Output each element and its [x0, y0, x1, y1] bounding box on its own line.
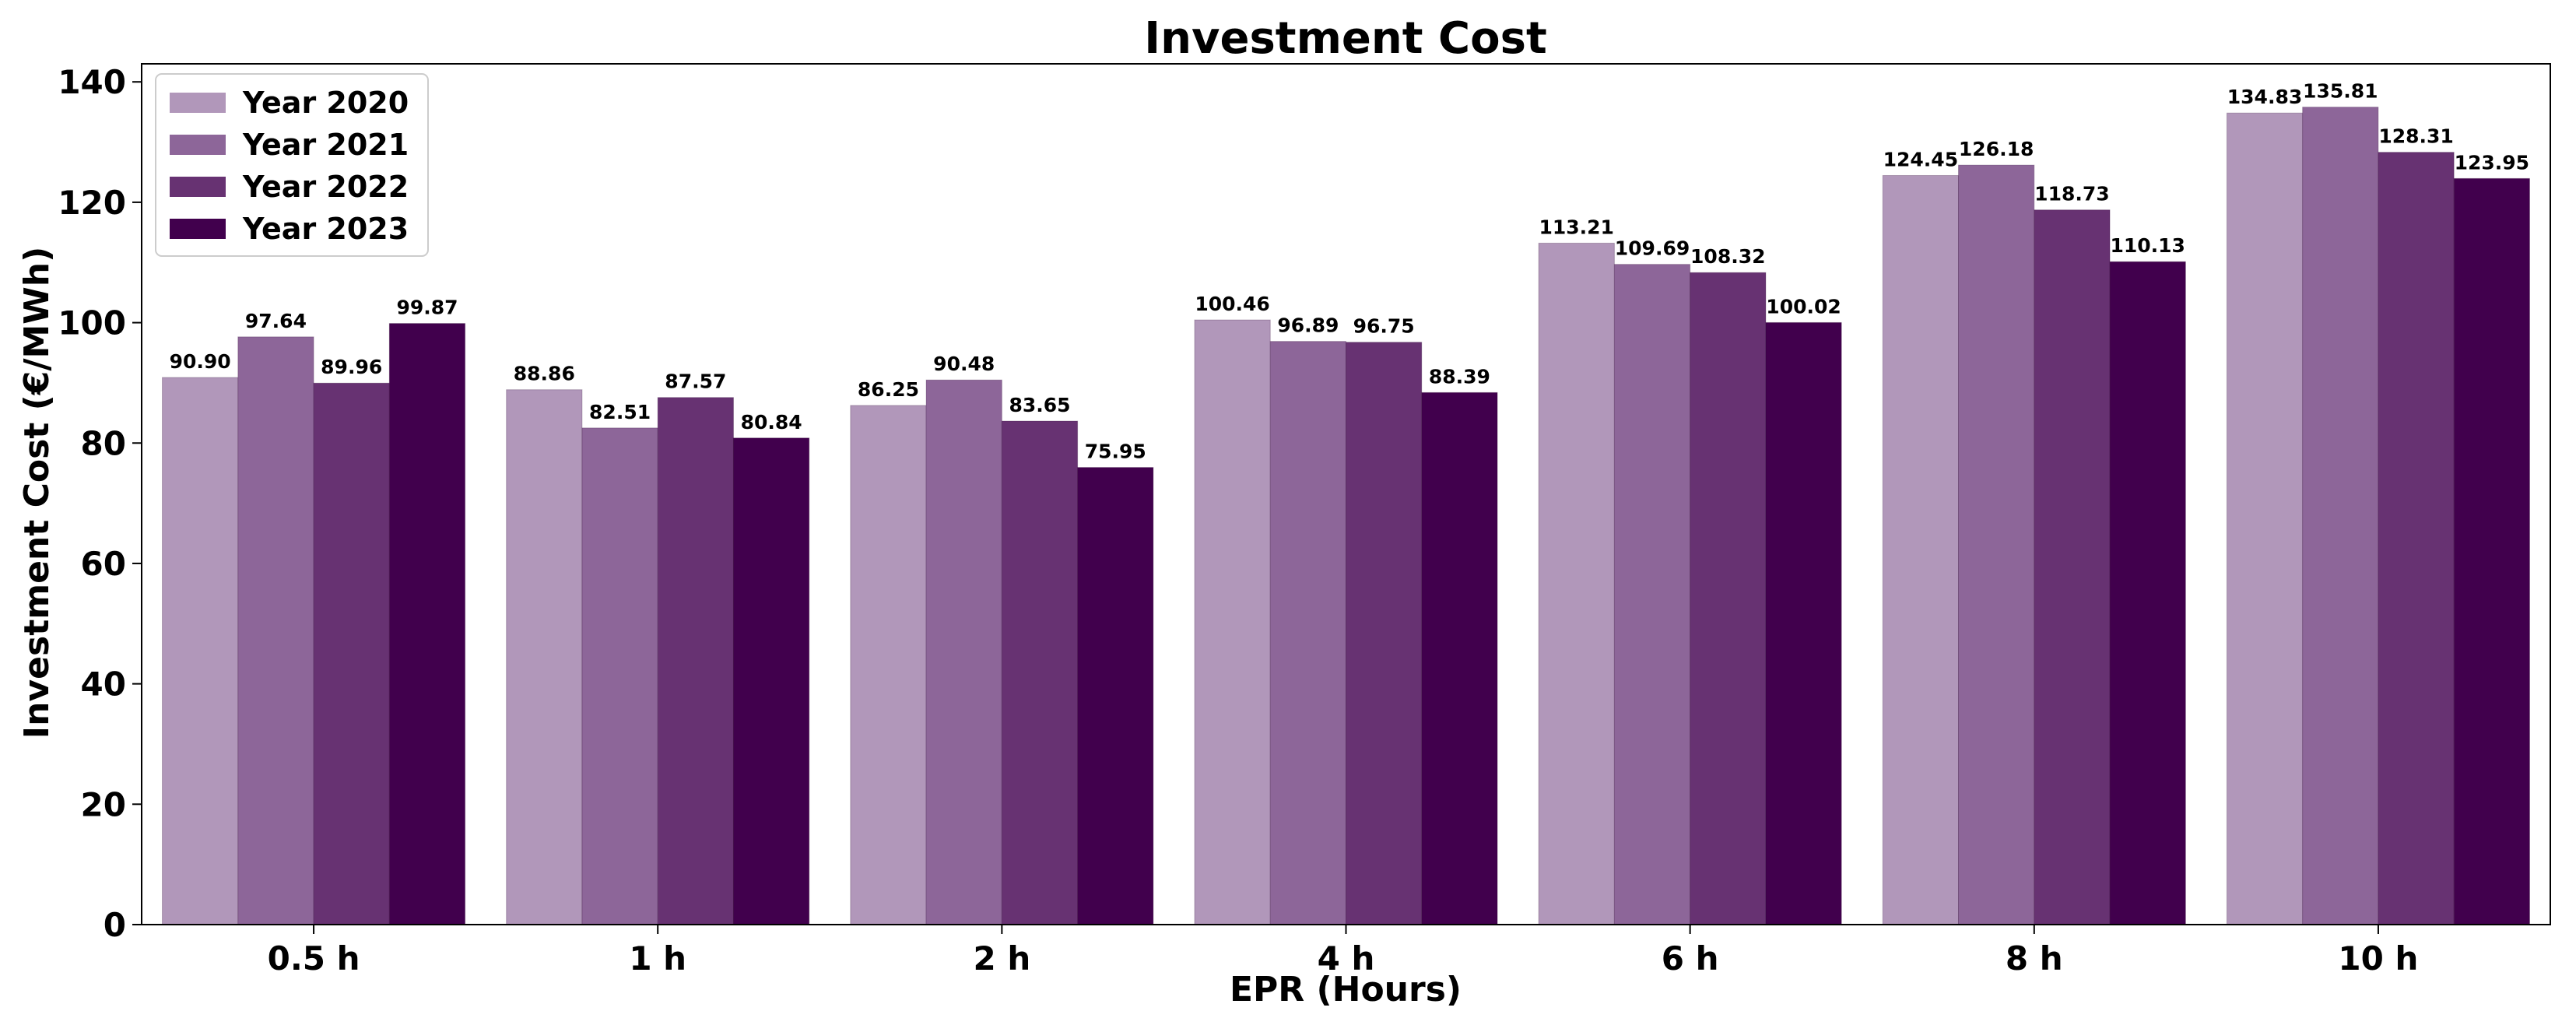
- legend: Year 2020 Year 2021 Year 2022 Year 2023: [155, 73, 429, 257]
- x-tick-label: 6 h: [1662, 939, 1719, 978]
- bar: [1194, 319, 1271, 925]
- chart-title: Investment Cost: [1144, 13, 1546, 64]
- data-label: 97.64: [245, 310, 307, 332]
- y-tick-label: 120: [58, 184, 126, 222]
- bar: [850, 405, 927, 925]
- data-label: 128.31: [2378, 125, 2453, 148]
- bar: [2378, 152, 2455, 925]
- data-label: 88.86: [514, 363, 575, 385]
- bar: [2226, 112, 2304, 925]
- data-label: 89.96: [321, 356, 382, 378]
- data-label: 80.84: [741, 411, 802, 434]
- x-tick-label: 0.5 h: [268, 939, 360, 978]
- data-label: 90.48: [933, 353, 995, 375]
- data-label: 88.39: [1429, 365, 1490, 388]
- bar: [1958, 164, 2035, 925]
- bar: [1690, 272, 1767, 925]
- data-label: 134.83: [2227, 86, 2302, 108]
- data-label: 82.51: [589, 401, 651, 423]
- bar: [1346, 342, 1423, 925]
- bar: [1077, 467, 1154, 925]
- legend-label: Year 2022: [242, 170, 409, 204]
- bar: [1538, 242, 1615, 925]
- data-label: 100.02: [1766, 295, 1841, 318]
- data-label: 110.13: [2110, 234, 2185, 257]
- bar: [2109, 261, 2186, 925]
- bar: [162, 377, 239, 925]
- bars-layer: [162, 107, 2530, 925]
- x-tick-label: 2 h: [973, 939, 1030, 978]
- data-label: 123.95: [2455, 151, 2529, 174]
- axes-layer: 0 20 40 60 80 100 120 140 0.5 h 1 h 2 h 4 h 6 h 8 h 10…: [58, 63, 2551, 978]
- y-axis-label: Investment Cost (€/MWh): [17, 247, 57, 739]
- legend-swatch: [170, 93, 226, 113]
- bar: [925, 379, 1002, 925]
- legend-label: Year 2021: [242, 128, 409, 162]
- data-label: 90.90: [170, 350, 231, 373]
- x-axis-label: EPR (Hours): [1230, 970, 1462, 1009]
- data-label: 100.46: [1195, 293, 1269, 315]
- data-label: 96.89: [1277, 314, 1339, 337]
- y-tick-label: 100: [58, 304, 126, 342]
- y-tick-label: 0: [104, 906, 126, 944]
- bar: [1882, 174, 1960, 925]
- bar: [506, 389, 583, 925]
- data-label: 87.57: [665, 370, 726, 393]
- bar: [1613, 264, 1691, 925]
- bar: [2453, 177, 2530, 925]
- bar: [1421, 391, 1498, 925]
- bar: [1001, 420, 1079, 925]
- legend-swatch: [170, 219, 226, 239]
- value-labels-layer: 90.90 97.64 89.96 99.87 88.86 82.51 87.57 80.84…: [170, 80, 2529, 463]
- data-label: 113.21: [1539, 216, 1613, 238]
- y-tick-label: 80: [81, 424, 126, 462]
- data-label: 124.45: [1883, 148, 1958, 170]
- bar: [2302, 107, 2379, 925]
- y-tick-label: 20: [81, 785, 126, 823]
- legend-swatch: [170, 135, 226, 155]
- data-label: 83.65: [1009, 394, 1070, 416]
- y-tick-label: 40: [81, 665, 126, 704]
- bar: [581, 427, 658, 925]
- data-label: 126.18: [1959, 138, 2034, 160]
- legend-swatch: [170, 177, 226, 197]
- data-label: 118.73: [2034, 183, 2109, 205]
- y-tick-label: 60: [81, 545, 126, 583]
- legend-frame: [155, 73, 429, 257]
- data-label: 135.81: [2303, 80, 2378, 103]
- x-tick-label: 8 h: [2006, 939, 2063, 978]
- data-label: 96.75: [1353, 315, 1415, 338]
- x-tick-label: 1 h: [629, 939, 686, 978]
- bar: [388, 323, 466, 925]
- bar: [657, 397, 734, 925]
- data-label: 86.25: [858, 378, 919, 401]
- bar: [1765, 321, 1842, 925]
- bar: [732, 437, 810, 925]
- legend-label: Year 2023: [242, 212, 409, 246]
- data-label: 75.95: [1085, 441, 1146, 463]
- data-label: 109.69: [1615, 237, 1690, 260]
- x-tick-label: 4 h: [1318, 939, 1375, 978]
- x-tick-label: 10 h: [2338, 939, 2418, 978]
- y-tick-label: 140: [58, 63, 126, 101]
- data-label: 108.32: [1690, 245, 1765, 268]
- bar: [313, 382, 390, 925]
- bar: [2034, 209, 2111, 925]
- bar: [1269, 341, 1346, 925]
- legend-label: Year 2020: [242, 86, 409, 120]
- data-label: 99.87: [396, 297, 458, 319]
- bar: [237, 336, 314, 925]
